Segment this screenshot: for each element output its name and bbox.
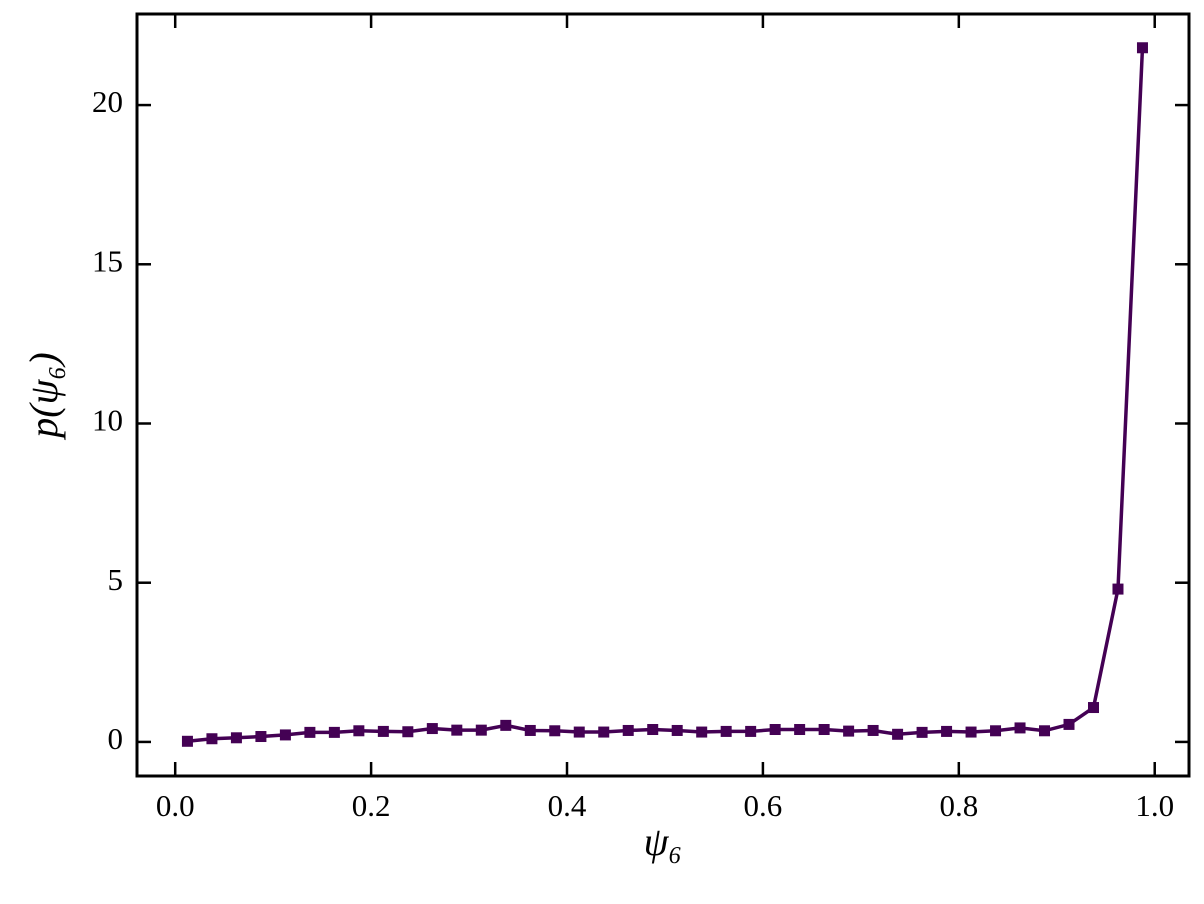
point-marker xyxy=(206,733,218,745)
point-marker xyxy=(328,726,340,738)
series-line xyxy=(187,47,1145,744)
point-marker xyxy=(549,725,561,737)
x-tick-label: 0.0 xyxy=(156,788,195,823)
point-marker xyxy=(426,723,438,735)
point-marker xyxy=(1112,583,1124,595)
point-marker xyxy=(377,725,389,737)
point-marker xyxy=(402,726,414,738)
x-tick-label: 0.6 xyxy=(744,788,783,823)
point-marker xyxy=(573,726,585,738)
point-marker xyxy=(475,724,487,736)
point-marker xyxy=(720,725,732,737)
plot-frame xyxy=(135,12,1191,778)
point-marker xyxy=(451,724,463,736)
x-tick-label: 0.4 xyxy=(548,788,587,823)
point-marker xyxy=(1063,718,1075,730)
point-marker xyxy=(181,735,193,747)
point-marker xyxy=(990,725,1002,737)
point-marker xyxy=(867,724,879,736)
x-tick-label: 1.0 xyxy=(1135,788,1174,823)
y-tick-label: 5 xyxy=(108,562,124,597)
point-marker xyxy=(279,729,291,741)
x-tick-label: 0.2 xyxy=(352,788,391,823)
point-marker xyxy=(1014,722,1026,734)
y-tick-label: 10 xyxy=(92,403,123,438)
point-marker xyxy=(647,724,659,736)
point-marker xyxy=(745,725,757,737)
y-axis-label: p(ψ₆) xyxy=(21,352,66,440)
point-marker xyxy=(843,725,855,737)
point-marker xyxy=(794,724,806,736)
x-tick-label: 0.8 xyxy=(939,788,978,823)
point-marker xyxy=(524,724,536,736)
point-marker xyxy=(671,724,683,736)
point-marker xyxy=(255,731,267,743)
point-marker xyxy=(941,725,953,737)
point-marker xyxy=(1039,725,1051,737)
y-tick-label: 20 xyxy=(92,84,123,119)
point-marker xyxy=(696,726,708,738)
point-marker xyxy=(500,719,512,731)
point-marker xyxy=(1087,702,1099,714)
point-marker xyxy=(598,726,610,738)
point-marker xyxy=(622,724,634,736)
point-marker xyxy=(818,724,830,736)
point-marker xyxy=(892,728,904,740)
point-marker xyxy=(916,726,928,738)
point-marker xyxy=(304,726,316,738)
point-marker xyxy=(769,724,781,736)
y-tick-label: 15 xyxy=(92,243,123,278)
point-marker xyxy=(965,726,977,738)
y-tick-label: 0 xyxy=(108,721,124,756)
point-marker xyxy=(353,725,365,737)
point-marker xyxy=(1136,42,1148,54)
x-axis-label: ψ₆ xyxy=(644,819,683,864)
point-marker xyxy=(230,732,242,744)
